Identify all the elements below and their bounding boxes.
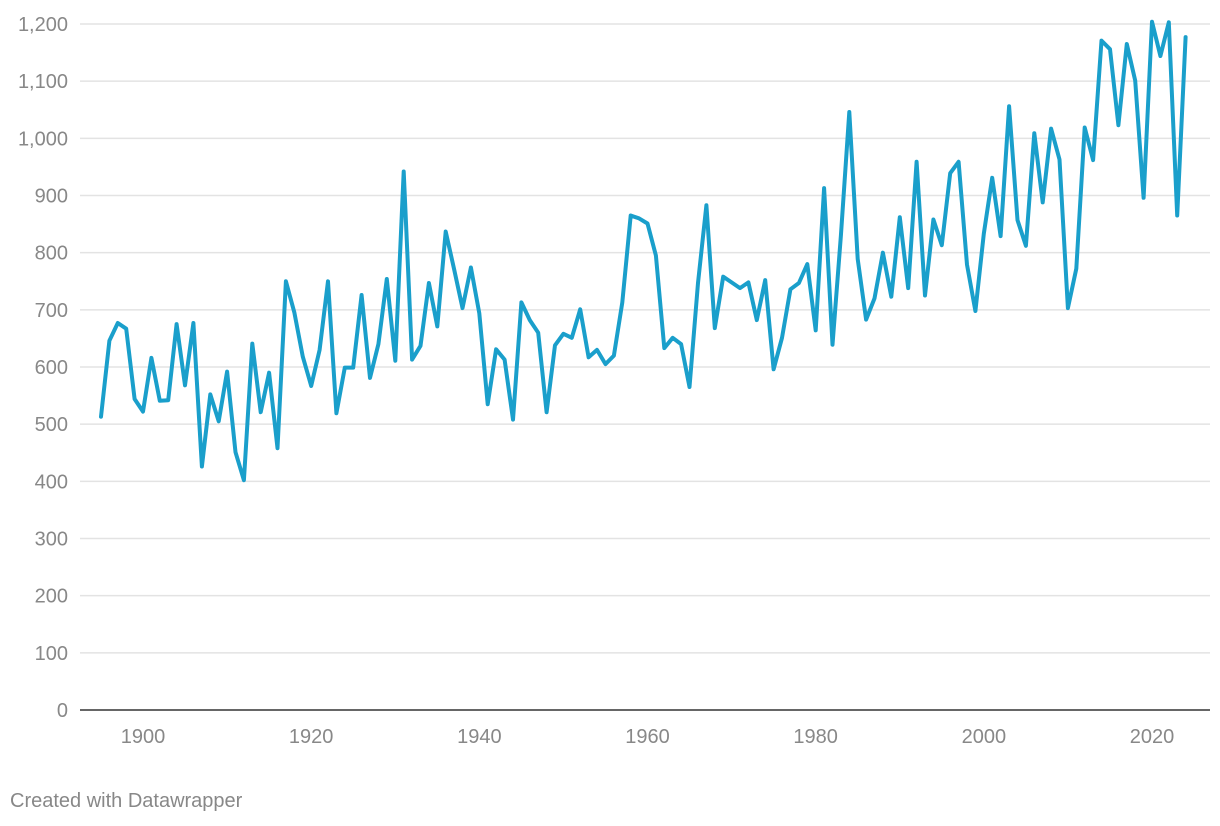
y-tick-label: 500: [35, 414, 68, 436]
x-tick-label: 2000: [962, 726, 1007, 748]
series-line: [99, 19, 1188, 483]
y-tick-label: 400: [35, 471, 68, 493]
x-tick-label: 2020: [1130, 726, 1175, 748]
y-axis-ticks: 0 100 200 300 400 500 600 700 800 900 1,000 1,100 1,…: [18, 14, 68, 722]
y-tick-label: 900: [35, 186, 68, 208]
x-axis-ticks: 1900 1920 1940 1960 1980 2000 2020: [121, 726, 1175, 748]
x-tick-label: 1920: [289, 726, 334, 748]
y-tick-label: 800: [35, 243, 68, 265]
y-tick-label: 600: [35, 357, 68, 379]
x-tick-label: 1980: [793, 726, 838, 748]
credit-text: Created with Datawrapper: [10, 790, 243, 812]
series-group: [99, 19, 1188, 483]
y-tick-label: 700: [35, 300, 68, 322]
y-tick-label: 1,000: [18, 128, 68, 150]
y-tick-label: 100: [35, 643, 68, 665]
x-tick-label: 1960: [625, 726, 670, 748]
y-tick-label: 200: [35, 586, 68, 608]
x-tick-label: 1900: [121, 726, 166, 748]
y-tick-label: 1,100: [18, 71, 68, 93]
y-tick-label: 0: [57, 700, 68, 722]
x-tick-label: 1940: [457, 726, 502, 748]
y-tick-label: 1,200: [18, 14, 68, 36]
y-tick-label: 300: [35, 529, 68, 551]
gridlines: [80, 23, 1210, 711]
